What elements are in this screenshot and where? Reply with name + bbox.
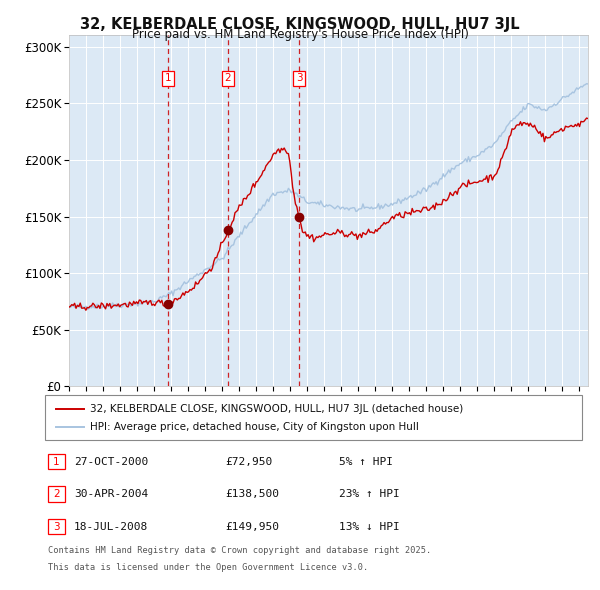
Text: This data is licensed under the Open Government Licence v3.0.: This data is licensed under the Open Gov… [48,563,368,572]
Text: HPI: Average price, detached house, City of Kingston upon Hull: HPI: Average price, detached house, City… [90,422,419,432]
Text: 2: 2 [53,489,60,499]
Text: £72,950: £72,950 [225,457,272,467]
Text: Contains HM Land Registry data © Crown copyright and database right 2025.: Contains HM Land Registry data © Crown c… [48,546,431,555]
Text: 2: 2 [224,73,231,83]
Text: 3: 3 [53,522,60,532]
Text: 1: 1 [53,457,60,467]
Text: 32, KELBERDALE CLOSE, KINGSWOOD, HULL, HU7 3JL (detached house): 32, KELBERDALE CLOSE, KINGSWOOD, HULL, H… [90,404,463,414]
Text: 3: 3 [296,73,303,83]
Text: 1: 1 [165,73,172,83]
Text: 18-JUL-2008: 18-JUL-2008 [74,522,148,532]
Text: 5% ↑ HPI: 5% ↑ HPI [339,457,393,467]
Text: 23% ↑ HPI: 23% ↑ HPI [339,489,400,499]
Text: 32, KELBERDALE CLOSE, KINGSWOOD, HULL, HU7 3JL: 32, KELBERDALE CLOSE, KINGSWOOD, HULL, H… [80,17,520,31]
Text: £149,950: £149,950 [225,522,279,532]
Text: Price paid vs. HM Land Registry's House Price Index (HPI): Price paid vs. HM Land Registry's House … [131,28,469,41]
Text: £138,500: £138,500 [225,489,279,499]
Text: 30-APR-2004: 30-APR-2004 [74,489,148,499]
Text: 13% ↓ HPI: 13% ↓ HPI [339,522,400,532]
Text: 27-OCT-2000: 27-OCT-2000 [74,457,148,467]
